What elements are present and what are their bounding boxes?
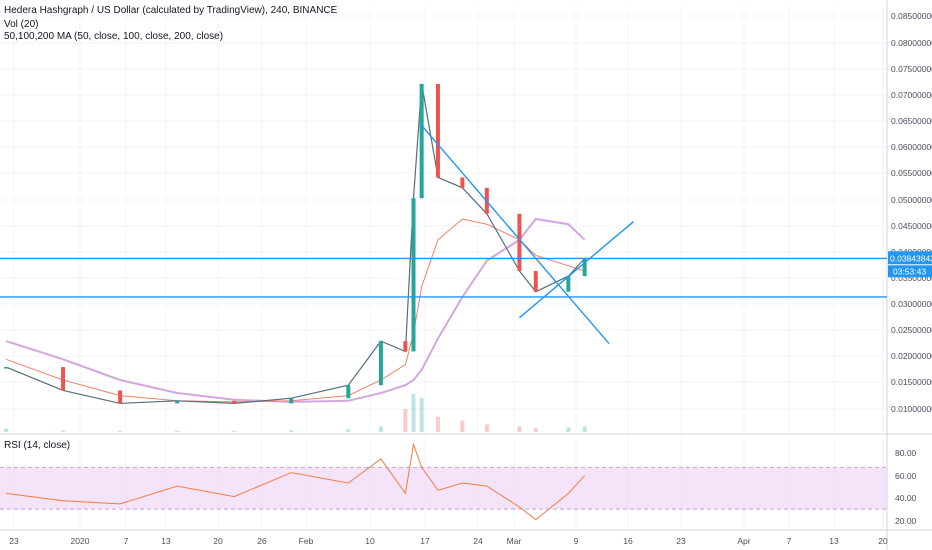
time-tick-label: 13 [161,536,171,546]
last-price-badge [888,251,932,265]
price-candle [232,400,237,404]
price-tick-label: 0.07000000 [891,90,932,100]
trendline-ascending [518,221,635,319]
volume-bar [566,427,571,432]
rsi-legend: RSI (14, close) [4,440,71,451]
price-candle [175,400,180,404]
volume-bar [484,424,489,432]
price-tick-label: 0.07500000 [891,64,932,74]
time-tick-label: 23 [676,536,686,546]
time-tick-label: 16 [623,536,633,546]
price-tick-label: 0.08000000 [891,38,932,48]
volume-bar [419,397,424,432]
volume-bar [460,420,465,432]
volume-bar [435,416,440,432]
volume-bar [378,426,383,432]
volume-bar [4,428,8,432]
volume-bar [346,428,351,432]
price-candle [533,270,538,292]
time-tick-label: 26 [257,536,267,546]
price-line [5,83,586,405]
price-candle [118,390,123,404]
price-candle [403,341,408,352]
price-tick-label: 0.03000000 [891,299,932,309]
volume-legend: Vol (20) [4,19,39,30]
volume-bar [403,409,408,432]
price-candle [346,385,351,399]
time-tick-label: Mar [507,536,522,546]
price-tick-label: 0.06000000 [891,142,932,152]
time-tick-label: 7 [124,536,129,546]
time-tick-label: 7 [787,536,792,546]
price-tick-label: 0.03500000 [891,273,932,283]
time-tick-label: 13 [829,536,839,546]
time-tick-label: 2020 [71,536,90,546]
price-candle [566,276,571,292]
price-candle [582,258,587,277]
ma-slow-line [5,217,586,403]
ma-legend: 50,100,200 MA (50, close, 100, close, 20… [4,31,224,42]
price-tick-label: 0.08500000 [891,11,932,21]
rsi-line [5,442,585,521]
volume-bar [582,426,587,432]
time-tick-label: 10 [365,536,375,546]
price-candle [517,213,522,271]
countdown-label: 03:53:43 [893,266,926,276]
volume-bar [175,430,180,432]
price-candle [4,367,8,369]
volume-bar [232,430,237,432]
price-tick-label: 0.02500000 [891,325,932,335]
time-tick-label: 23 [9,536,19,546]
last-price-label: 0.03843843 [890,253,932,263]
countdown-badge [888,265,932,278]
price-tick-label: 0.02000000 [891,351,932,361]
volume-bar [118,430,123,432]
price-candle [411,198,416,352]
price-candle [378,341,383,386]
rsi-tick-label: 40.00 [895,493,917,503]
price-candle [435,83,440,178]
price-candle [460,177,465,188]
rsi-tick-label: 20.00 [895,516,917,526]
chart-title: Hedera Hashgraph / US Dollar (calculated… [4,5,338,16]
price-tick-label: 0.05000000 [891,195,932,205]
time-tick-label: 24 [473,536,483,546]
price-candle [289,398,294,404]
price-tick-label: 0.04500000 [891,221,932,231]
rsi-tick-label: 60.00 [895,471,917,481]
time-tick-label: 17 [420,536,430,546]
trendline-descending [421,125,610,345]
volume-bar [61,430,66,432]
volume-bar [289,430,294,432]
time-tick-label: Feb [299,536,314,546]
volume-bar [411,394,416,432]
time-tick-label: Apr [737,536,750,546]
volume-bar [533,428,538,432]
price-tick-label: 0.01000000 [891,404,932,414]
price-tick-label: 0.05500000 [891,168,932,178]
rsi-tick-label: 80.00 [895,448,917,458]
time-tick-label: 20 [213,536,223,546]
time-tick-label: 20 [878,536,888,546]
volume-bar [517,426,522,432]
time-tick-label: 9 [574,536,579,546]
price-tick-label: 0.06500000 [891,116,932,126]
price-candle [61,367,66,391]
price-candle [419,83,424,199]
price-tick-label: 0.01500000 [891,377,932,387]
